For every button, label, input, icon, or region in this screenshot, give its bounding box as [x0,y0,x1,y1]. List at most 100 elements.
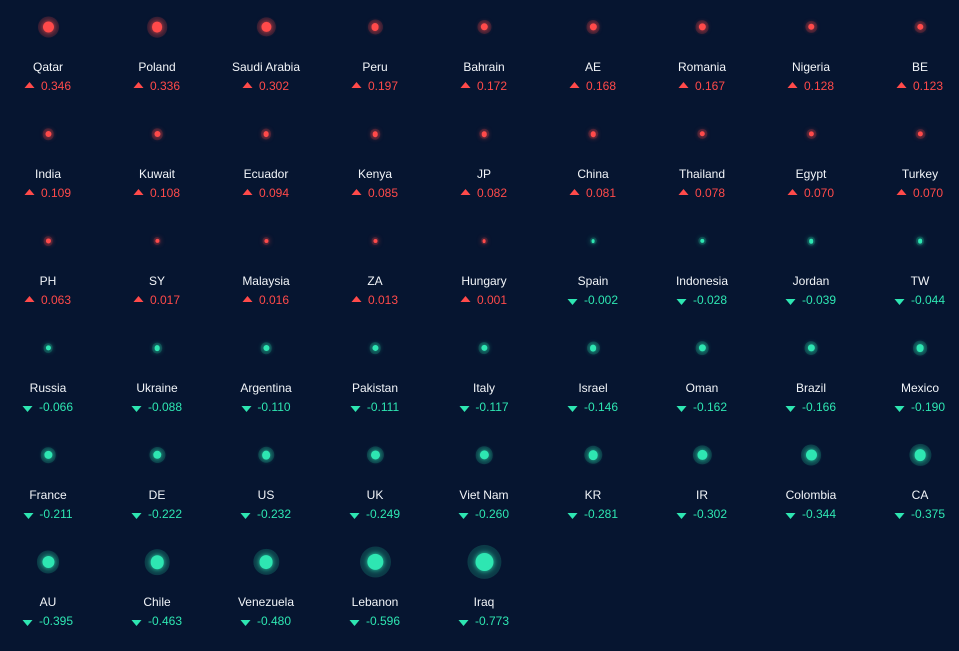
tile-venezuela[interactable]: Venezuela -0.480 [214,548,319,648]
tile-viet-nam[interactable]: Viet Nam -0.260 [432,441,537,541]
country-label: Bahrain [463,60,505,74]
status-dot-core [43,450,53,460]
tile-be[interactable]: BE 0.123 [868,13,959,113]
tile-bahrain[interactable]: Bahrain 0.172 [432,13,537,113]
change-number: -0.211 [39,507,73,521]
change-value: 0.082 [432,186,537,200]
status-dot-core [152,450,162,460]
tile-france[interactable]: France -0.211 [0,441,101,541]
tile-ecuador[interactable]: Ecuador 0.094 [214,120,319,220]
tile-italy[interactable]: Italy -0.117 [432,334,537,434]
tile-malaysia[interactable]: Malaysia 0.016 [214,227,319,327]
tile-nigeria[interactable]: Nigeria 0.128 [759,13,864,113]
change-value: 0.336 [105,79,210,93]
change-value: -0.596 [323,614,428,628]
tile-poland[interactable]: Poland 0.336 [105,13,210,113]
down-arrow-icon [349,619,360,626]
tile-ph[interactable]: PH 0.063 [0,227,101,327]
tile-india[interactable]: India 0.109 [0,120,101,220]
up-arrow-icon [787,82,798,89]
down-arrow-icon [894,405,905,412]
country-label: Hungary [461,274,507,288]
tile-uk[interactable]: UK -0.249 [323,441,428,541]
tile-brazil[interactable]: Brazil -0.166 [759,334,864,434]
change-number: -0.281 [583,507,619,521]
tile-iraq[interactable]: Iraq -0.773 [432,544,537,648]
country-label: Israel [578,381,608,395]
up-arrow-icon [787,189,798,196]
tile-indonesia[interactable]: Indonesia -0.028 [650,227,755,327]
tile-ukraine[interactable]: Ukraine -0.088 [105,334,210,434]
change-value: 0.013 [323,293,428,307]
tile-ir[interactable]: IR -0.302 [650,441,755,541]
up-arrow-icon [678,82,689,89]
change-value: -0.039 [759,293,864,307]
tile-colombia[interactable]: Colombia -0.344 [759,441,864,541]
tile-mexico[interactable]: Mexico -0.190 [868,334,959,434]
tile-us[interactable]: US -0.232 [214,441,319,541]
tile-chile[interactable]: Chile -0.463 [105,548,210,648]
status-dot-core [42,21,54,33]
tile-ae[interactable]: AE 0.168 [541,13,646,113]
tile-qatar[interactable]: Qatar 0.346 [0,13,101,113]
up-arrow-icon [896,82,907,89]
change-number: -0.002 [583,293,619,307]
tile-sy[interactable]: SY 0.017 [105,227,210,327]
down-arrow-icon [785,405,796,412]
tile-china[interactable]: China 0.081 [541,120,646,220]
country-label: Venezuela [237,595,295,609]
change-value: -0.222 [105,507,210,521]
change-number: -0.028 [692,293,728,307]
tile-oman[interactable]: Oman -0.162 [650,334,755,434]
tile-jordan[interactable]: Jordan -0.039 [759,227,864,327]
up-arrow-icon [133,296,144,303]
country-label: France [29,488,67,502]
tile-pakistan[interactable]: Pakistan -0.111 [323,334,428,434]
tile-lebanon[interactable]: Lebanon -0.596 [323,546,428,648]
change-value: -0.211 [0,507,101,521]
down-arrow-icon [894,512,905,519]
change-number: -0.166 [801,400,837,414]
tile-peru[interactable]: Peru 0.197 [323,13,428,113]
status-dot-core [154,238,160,244]
tile-kenya[interactable]: Kenya 0.085 [323,120,428,220]
status-dot-core [153,130,161,138]
tile-argentina[interactable]: Argentina -0.110 [214,334,319,434]
tile-saudi-arabia[interactable]: Saudi Arabia 0.302 [214,13,319,113]
change-value: 0.167 [650,79,755,93]
status-dot-core [150,555,164,569]
country-label: Ecuador [243,167,289,181]
status-dot-core [371,344,379,352]
status-dot-core [699,131,705,137]
down-arrow-icon [240,512,251,519]
tile-jp[interactable]: JP 0.082 [432,120,537,220]
status-dot-core [591,239,595,243]
tile-au[interactable]: AU -0.395 [0,548,101,648]
country-label: Ukraine [136,381,178,395]
change-number: 0.001 [476,293,508,307]
tile-kr[interactable]: KR -0.281 [541,441,646,541]
tile-turkey[interactable]: Turkey 0.070 [868,120,959,220]
tile-israel[interactable]: Israel -0.146 [541,334,646,434]
tile-romania[interactable]: Romania 0.167 [650,13,755,113]
tile-spain[interactable]: Spain -0.002 [541,227,646,327]
tile-za[interactable]: ZA 0.013 [323,227,428,327]
change-value: -0.260 [432,507,537,521]
tile-russia[interactable]: Russia -0.066 [0,334,101,434]
status-dot-core [475,553,493,571]
tile-egypt[interactable]: Egypt 0.070 [759,120,864,220]
change-number: -0.302 [692,507,728,521]
country-label: IR [696,488,708,502]
tile-ca[interactable]: CA -0.375 [868,441,959,541]
change-number: 0.070 [803,186,835,200]
change-number: 0.302 [258,79,290,93]
status-dot-core [154,345,160,351]
country-label: Oman [685,381,719,395]
tile-kuwait[interactable]: Kuwait 0.108 [105,120,210,220]
tile-thailand[interactable]: Thailand 0.078 [650,120,755,220]
tile-tw[interactable]: TW -0.044 [868,227,959,327]
change-value: 0.197 [323,79,428,93]
tile-de[interactable]: DE -0.222 [105,441,210,541]
tile-hungary[interactable]: Hungary 0.001 [432,227,537,327]
down-arrow-icon [458,512,469,519]
